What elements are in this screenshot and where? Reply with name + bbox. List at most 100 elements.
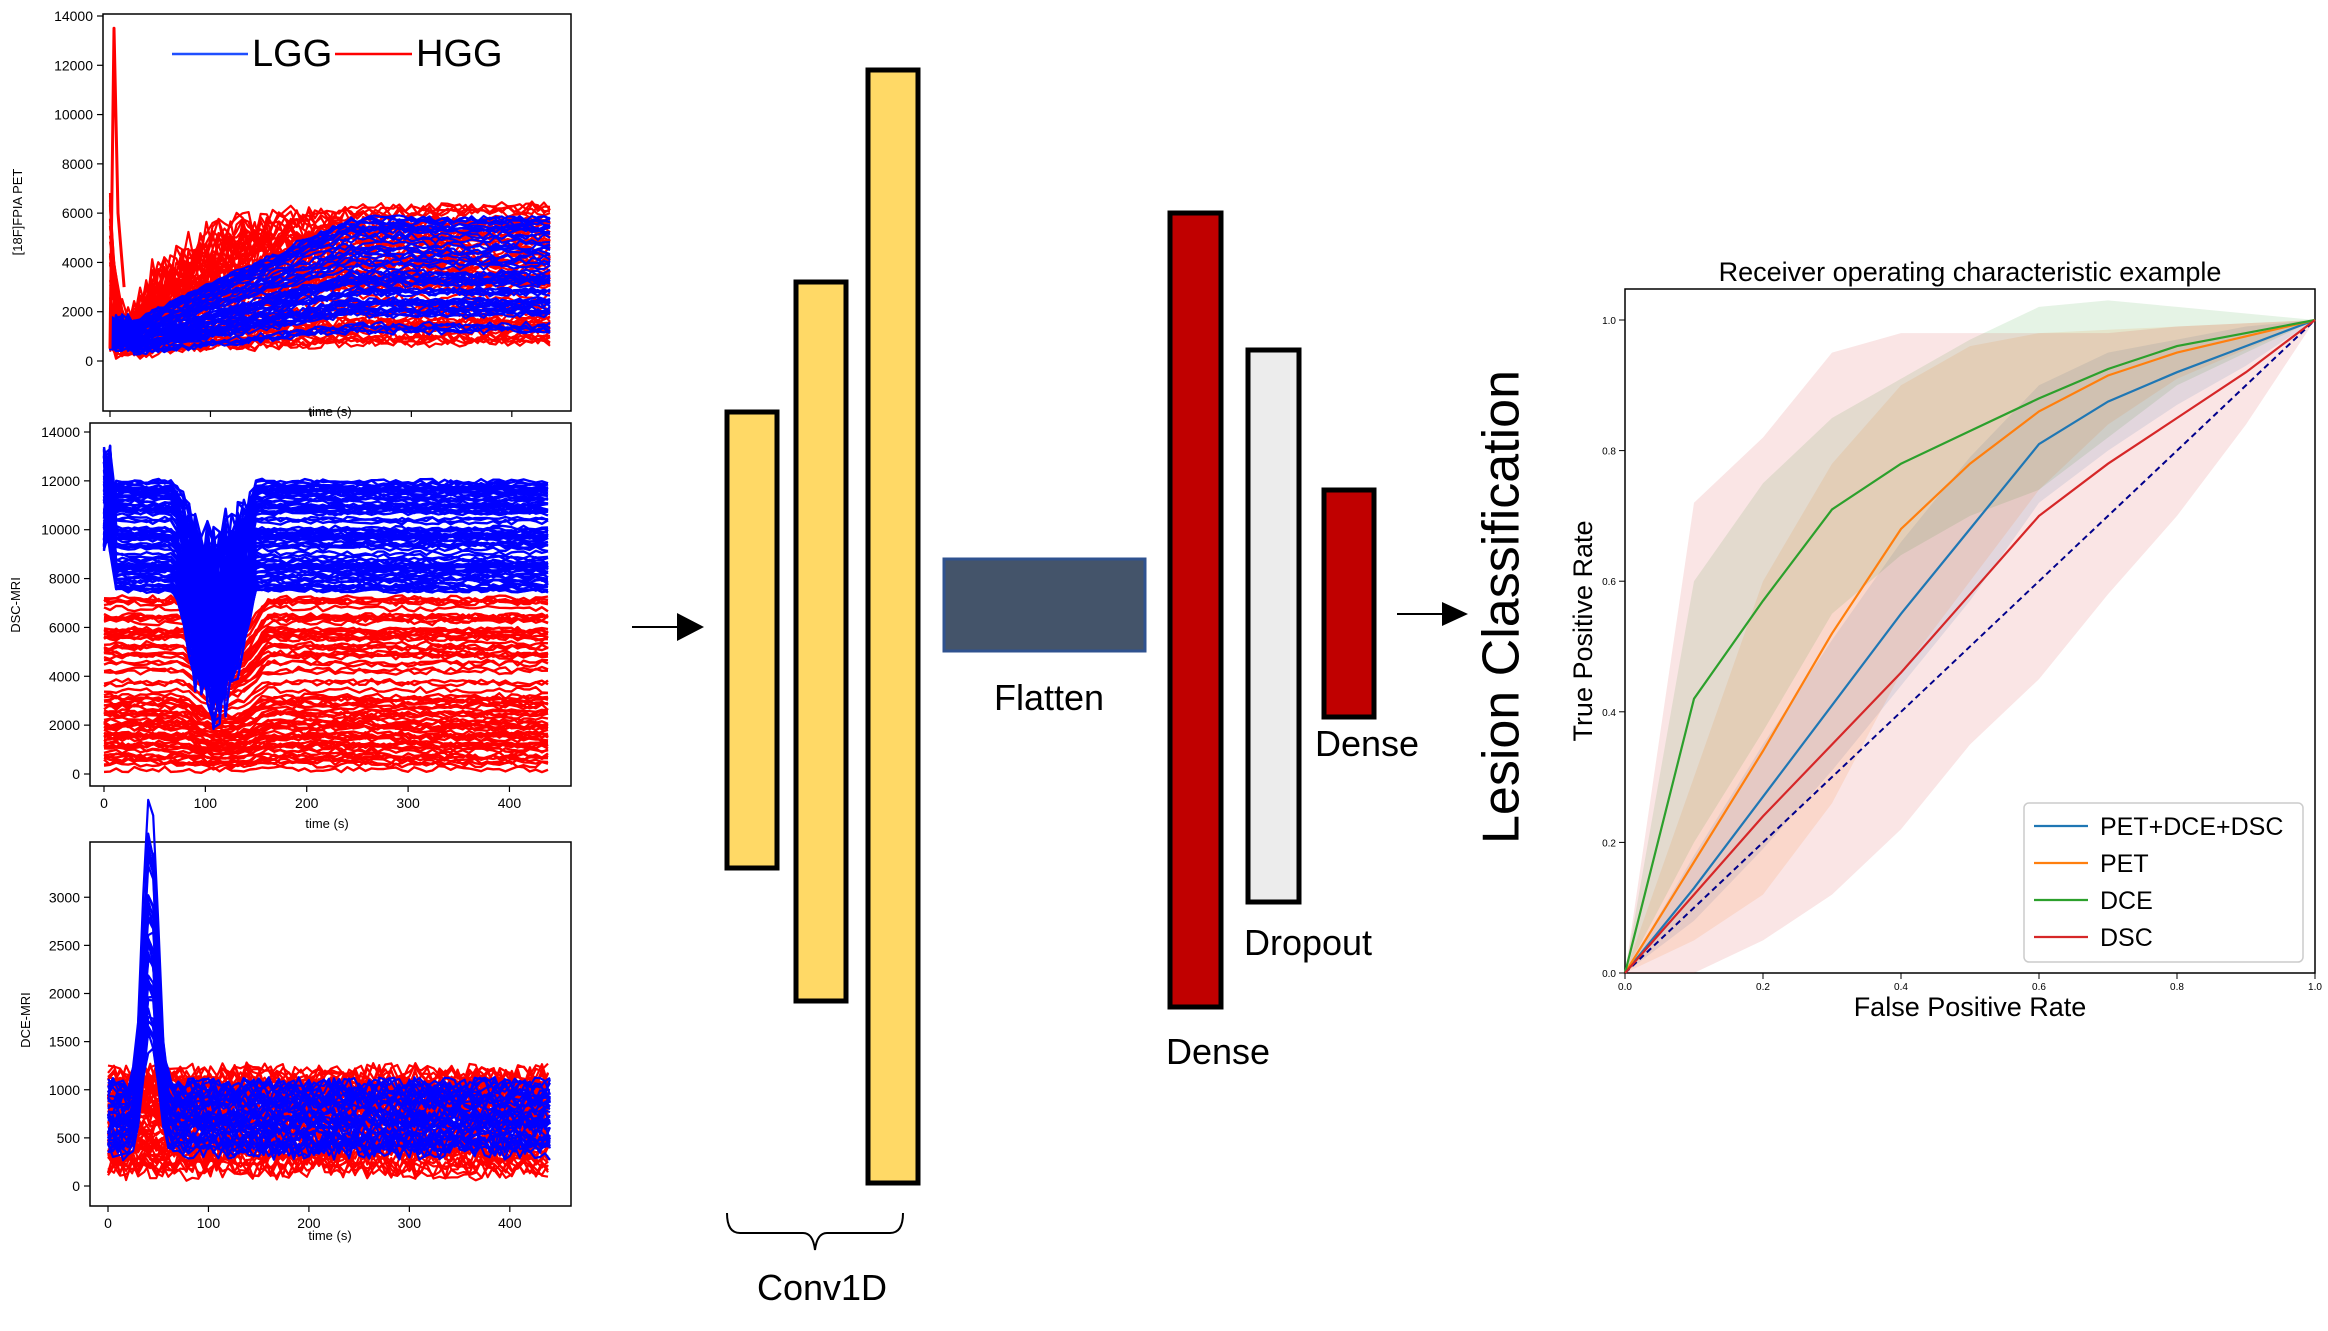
hgg-curve bbox=[103, 626, 549, 669]
band-pet-dce-dsc bbox=[1625, 320, 2315, 973]
hgg-curve bbox=[103, 741, 549, 755]
dropout-layer bbox=[1245, 347, 1302, 905]
y-tick-label: 14000 bbox=[54, 8, 93, 24]
y-tick-label: 0.2 bbox=[1602, 838, 1616, 849]
hgg-curve bbox=[103, 643, 549, 682]
hgg-curve bbox=[103, 685, 549, 714]
hgg-curve bbox=[103, 604, 549, 650]
lgg-curve bbox=[102, 475, 549, 723]
hgg-curve bbox=[103, 754, 549, 766]
x-tick-label: 200 bbox=[295, 795, 319, 811]
y-tick-label: 6000 bbox=[49, 619, 80, 635]
hgg-curve bbox=[107, 1156, 549, 1182]
y-tick-label: 0 bbox=[72, 766, 80, 782]
y-tick-label: 8000 bbox=[62, 156, 93, 172]
lgg-curve bbox=[102, 446, 549, 627]
y-tick-label: 4000 bbox=[62, 254, 93, 270]
hgg-curve bbox=[103, 751, 549, 761]
x-tick-label: 0.8 bbox=[2170, 982, 2184, 993]
lgg-curve bbox=[108, 257, 551, 352]
lgg-curve bbox=[103, 538, 549, 719]
pet-signal-panel: 0100200300400020004000600080001000012000… bbox=[10, 8, 572, 436]
lesion-classification-label: Lesion Classification bbox=[1473, 370, 1531, 844]
hgg-curve bbox=[103, 626, 549, 668]
dense-layer-2 bbox=[1321, 487, 1377, 720]
band-pet bbox=[1625, 320, 2315, 973]
legend-label-pet: PET bbox=[2100, 850, 2149, 878]
y-tick-label: 10000 bbox=[54, 107, 93, 123]
y-axis-label: [18F]FPIA PET bbox=[10, 169, 25, 256]
hgg-curve bbox=[106, 1150, 549, 1176]
y-tick-label: 4000 bbox=[49, 668, 80, 684]
roc-line-pet-dce-dsc bbox=[1624, 318, 2316, 974]
lgg-curve bbox=[102, 469, 549, 610]
x-tick-label: 300 bbox=[396, 795, 420, 811]
hgg-curve bbox=[103, 677, 549, 709]
x-tick-label: 100 bbox=[194, 795, 218, 811]
x-axis-label: False Positive Rate bbox=[1854, 992, 2087, 1022]
legend-label-dce: DCE bbox=[2100, 887, 2153, 915]
lgg-curve bbox=[108, 288, 551, 349]
lgg-curve bbox=[102, 490, 548, 592]
chart-title: Receiver operating characteristic exampl… bbox=[1719, 257, 2222, 287]
y-tick-label: 0.8 bbox=[1602, 447, 1616, 458]
hgg-curve bbox=[103, 667, 549, 702]
conv1d-layer-1 bbox=[724, 409, 780, 871]
y-tick-label: 2000 bbox=[62, 304, 93, 320]
input-arrow-head bbox=[677, 613, 704, 641]
output-arrow-head bbox=[1442, 602, 1468, 626]
signal-curves bbox=[108, 26, 551, 360]
lgg-curve bbox=[102, 462, 549, 688]
flatten-label: Flatten bbox=[994, 677, 1104, 718]
hgg-curve bbox=[104, 613, 549, 661]
hgg-curve bbox=[103, 719, 549, 739]
chance-line bbox=[1624, 319, 2316, 974]
y-tick-label: 1.0 bbox=[1602, 316, 1616, 327]
y-axis-label: DSC-MRI bbox=[8, 577, 23, 633]
lgg-curve bbox=[109, 297, 551, 345]
lgg-curve bbox=[102, 450, 549, 707]
x-tick-label: 0.2 bbox=[1756, 982, 1770, 993]
roc-ticks: 0.0 0.2 0.4 0.6 0.8 1.0 0.0 0.2 0.4 0.6 0.8 1.0 bbox=[1602, 316, 2322, 993]
x-axis-label: time (s) bbox=[305, 816, 348, 831]
band-dce bbox=[1625, 300, 2315, 973]
x-tick-label: 100 bbox=[197, 1215, 221, 1231]
hgg-curve bbox=[103, 691, 549, 719]
y-tick-label: 3000 bbox=[49, 889, 80, 905]
lgg-curve bbox=[107, 998, 551, 1149]
dense-layer-1 bbox=[1167, 210, 1224, 1010]
lgg-curve bbox=[103, 477, 549, 600]
dense-label-2: Dense bbox=[1315, 723, 1419, 764]
x-axis-label: time (s) bbox=[308, 1228, 351, 1243]
y-axis-label: True Positive Rate bbox=[1568, 520, 1598, 741]
y-tick-label: 2000 bbox=[49, 717, 80, 733]
lgg-curve bbox=[107, 894, 551, 1098]
flatten-layer bbox=[942, 557, 1147, 653]
lgg-curve bbox=[109, 276, 551, 348]
y-tick-label: 6000 bbox=[62, 205, 93, 221]
x-tick-label: 0.4 bbox=[1894, 982, 1908, 993]
x-tick-label: 1.0 bbox=[2308, 982, 2322, 993]
lgg-curve bbox=[108, 224, 551, 335]
lgg-curve bbox=[108, 219, 551, 352]
y-tick-label: 14000 bbox=[41, 424, 80, 440]
lgg-curve bbox=[102, 451, 549, 675]
hgg-curve bbox=[103, 760, 549, 771]
legend-box bbox=[2023, 802, 2304, 963]
y-tick-label: 12000 bbox=[41, 473, 80, 489]
dsc-signal-panel: 0 100 200 300 400020004000600080001000012000… bbox=[8, 422, 572, 831]
legend: PET+DCE+DSC PET DCE DSC bbox=[2023, 802, 2304, 963]
lgg-curve bbox=[109, 246, 551, 339]
x-tick-label: 200 bbox=[297, 1215, 321, 1231]
lgg-curve bbox=[109, 310, 551, 350]
hgg-curve bbox=[103, 695, 549, 721]
y-tick-label: 0 bbox=[85, 353, 93, 369]
conv1d-label: Conv1D bbox=[757, 1267, 887, 1308]
hgg-curve bbox=[103, 631, 549, 674]
hgg-curve bbox=[103, 679, 549, 709]
legend-label-hgg: HGG bbox=[416, 33, 503, 75]
y-tick-label: 12000 bbox=[54, 57, 93, 73]
y-axis-label: DCE-MRI bbox=[18, 992, 33, 1048]
